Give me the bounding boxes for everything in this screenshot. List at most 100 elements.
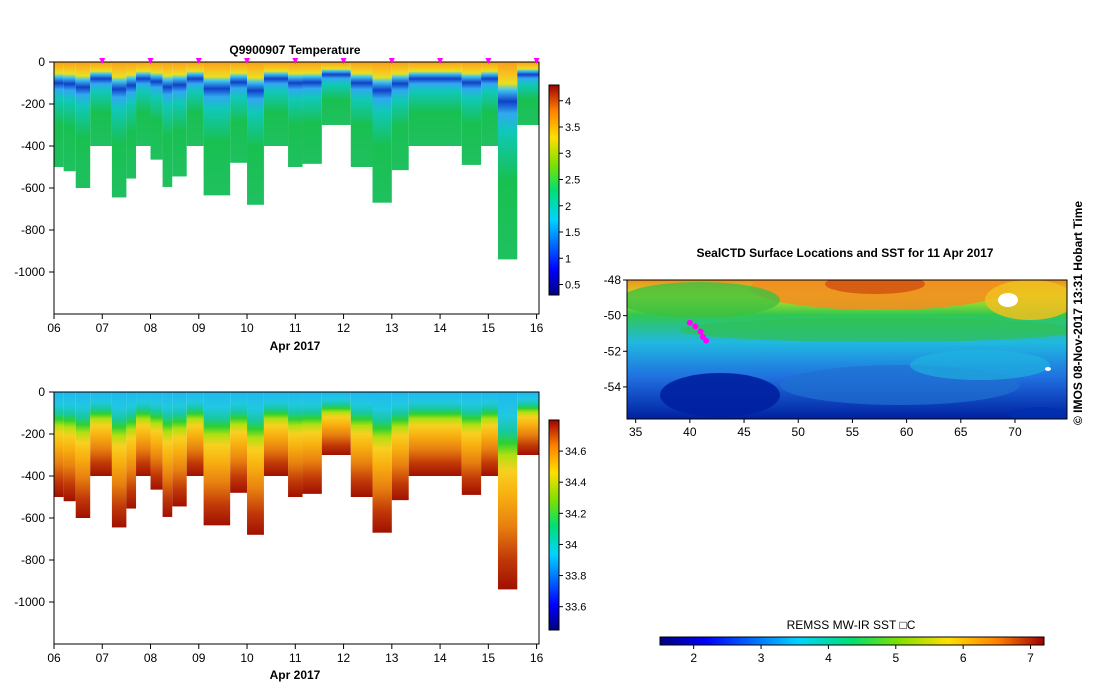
- x-tick-label: 09: [192, 321, 206, 335]
- salinity-profile-column: [230, 392, 248, 493]
- map-x-tick-label: 65: [954, 425, 968, 439]
- temperature-profile-column: [75, 62, 91, 188]
- sst-field: [627, 280, 1067, 419]
- temperature-profile-column: [461, 62, 482, 165]
- map-y-axis: -48 -50 -52 -54: [604, 273, 627, 394]
- profile-marker: [195, 58, 202, 64]
- x-tick-label: 06: [47, 321, 61, 335]
- x-tick-label: 13: [385, 321, 399, 335]
- salinity-profile-column: [162, 392, 173, 517]
- x-tick-label: 08: [144, 321, 158, 335]
- salinity-profile-column: [461, 392, 482, 495]
- colorbar-tick-label: 0.5: [565, 280, 580, 292]
- temperature-panel: Q9900907 Temperature 06 07 08 09 10 11 12 13 14 1…: [14, 43, 580, 353]
- temperature-y-axis: 0 -200 -400 -600 -800 -1000: [14, 55, 54, 279]
- sst-map-panel: SealCTD Surface Locations and SST for 11…: [604, 246, 1068, 665]
- profile-marker: [340, 58, 347, 64]
- track-point: [697, 328, 704, 335]
- salinity-profile-column: [497, 392, 518, 590]
- x-tick-label: 10: [240, 651, 254, 665]
- sst-colorbar-ticks: 2 3 4 5 6 7: [690, 645, 1034, 665]
- salinity-profile-column: [288, 392, 303, 497]
- colorbar-tick-label: 2.5: [565, 175, 580, 187]
- salinity-profile-column: [247, 392, 264, 535]
- temperature-profile-column: [408, 62, 462, 146]
- temperature-profile-column: [126, 62, 137, 179]
- temperature-profile-column: [517, 62, 539, 125]
- salinity-profile-column: [90, 392, 112, 476]
- salinity-profile-column: [136, 392, 151, 476]
- colorbar-tick-label: 34.2: [565, 508, 586, 520]
- colorbar-tick-label: 1.5: [565, 227, 580, 239]
- temperature-profile-column: [497, 62, 518, 260]
- y-tick-label: 0: [38, 55, 45, 69]
- track-point: [703, 337, 710, 344]
- y-tick-label: -800: [21, 223, 45, 237]
- colorbar-tick-label: 33.8: [565, 571, 586, 583]
- map-y-tick-label: -54: [604, 380, 622, 394]
- sst-colorbar-label: REMSS MW-IR SST □C: [787, 618, 916, 632]
- colorbar-tick-label: 33.6: [565, 602, 586, 614]
- colorbar-tick-label: 3: [565, 148, 571, 160]
- profile-marker: [533, 58, 540, 64]
- profile-marker: [437, 58, 444, 64]
- x-tick-label: 10: [240, 321, 254, 335]
- x-tick-label: 11: [289, 321, 302, 335]
- salinity-profile-column: [203, 392, 231, 526]
- x-tick-label: 07: [96, 321, 110, 335]
- y-tick-label: -600: [21, 181, 45, 195]
- profile-marker: [244, 58, 251, 64]
- map-x-tick-label: 45: [737, 425, 751, 439]
- colorbar-tick-label: 34.4: [565, 477, 586, 489]
- map-frame: [626, 279, 1068, 420]
- temperature-profile-column: [372, 62, 392, 203]
- colorbar-tick-label: 1: [565, 253, 571, 265]
- temperature-profile-column: [90, 62, 112, 146]
- temperature-x-axis: 06 07 08 09 10 11 12 13 14 15 16: [47, 314, 544, 335]
- temperature-profile-column: [391, 62, 409, 171]
- sst-colorbar-tick-label: 5: [892, 651, 899, 665]
- x-tick-label: 16: [530, 651, 544, 665]
- salinity-profile-column: [54, 392, 64, 497]
- map-y-tick-label: -52: [604, 344, 622, 358]
- temperature-profile-column: [63, 62, 76, 172]
- profile-marker: [147, 58, 154, 64]
- temperature-profile-column: [321, 62, 351, 125]
- track-point: [692, 323, 699, 330]
- salinity-profile-column: [150, 392, 163, 490]
- map-x-tick-label: 60: [900, 425, 914, 439]
- temperature-profile-column: [230, 62, 248, 163]
- temperature-profile-column: [111, 62, 127, 198]
- map-title: SealCTD Surface Locations and SST for 11…: [697, 246, 994, 260]
- colorbar-tick-label: 3.5: [565, 122, 580, 134]
- temperature-x-label: Apr 2017: [270, 339, 321, 353]
- y-tick-label: 0: [38, 385, 45, 399]
- salinity-profile-column: [408, 392, 462, 476]
- y-tick-label: -800: [21, 553, 45, 567]
- salinity-profile-column: [372, 392, 392, 533]
- y-tick-label: -1000: [14, 595, 45, 609]
- temperature-title: Q9900907 Temperature: [229, 43, 361, 57]
- profile-marker: [292, 58, 299, 64]
- sst-colorbar-tick-label: 2: [690, 651, 697, 665]
- salinity-profile-column: [186, 392, 204, 476]
- temperature-colorbar-ticks: 0.5 1 1.5 2 2.5 3 3.5 4: [559, 96, 580, 292]
- salinity-y-axis: 0 -200 -400 -600 -800 -1000: [14, 385, 54, 609]
- x-tick-label: 14: [433, 651, 447, 665]
- salinity-profile-column: [321, 392, 351, 455]
- x-tick-label: 15: [482, 321, 496, 335]
- salinity-profile-column: [391, 392, 409, 501]
- colorbar-tick-label: 2: [565, 201, 571, 213]
- temperature-profile-column: [302, 62, 322, 164]
- sst-colorbar-tick-label: 6: [960, 651, 967, 665]
- temperature-profile-column: [203, 62, 231, 196]
- temperature-profile-column: [350, 62, 373, 167]
- imos-timestamp: © IMOS 08-Nov-2017 13:31 Hobart Time: [1071, 201, 1085, 425]
- y-tick-label: -1000: [14, 265, 45, 279]
- temperature-colorbar: [548, 84, 560, 296]
- sst-colorbar-tick-label: 3: [758, 651, 765, 665]
- x-tick-label: 08: [144, 651, 158, 665]
- map-x-tick-label: 50: [792, 425, 806, 439]
- sst-colorbar-tick-label: 4: [825, 651, 832, 665]
